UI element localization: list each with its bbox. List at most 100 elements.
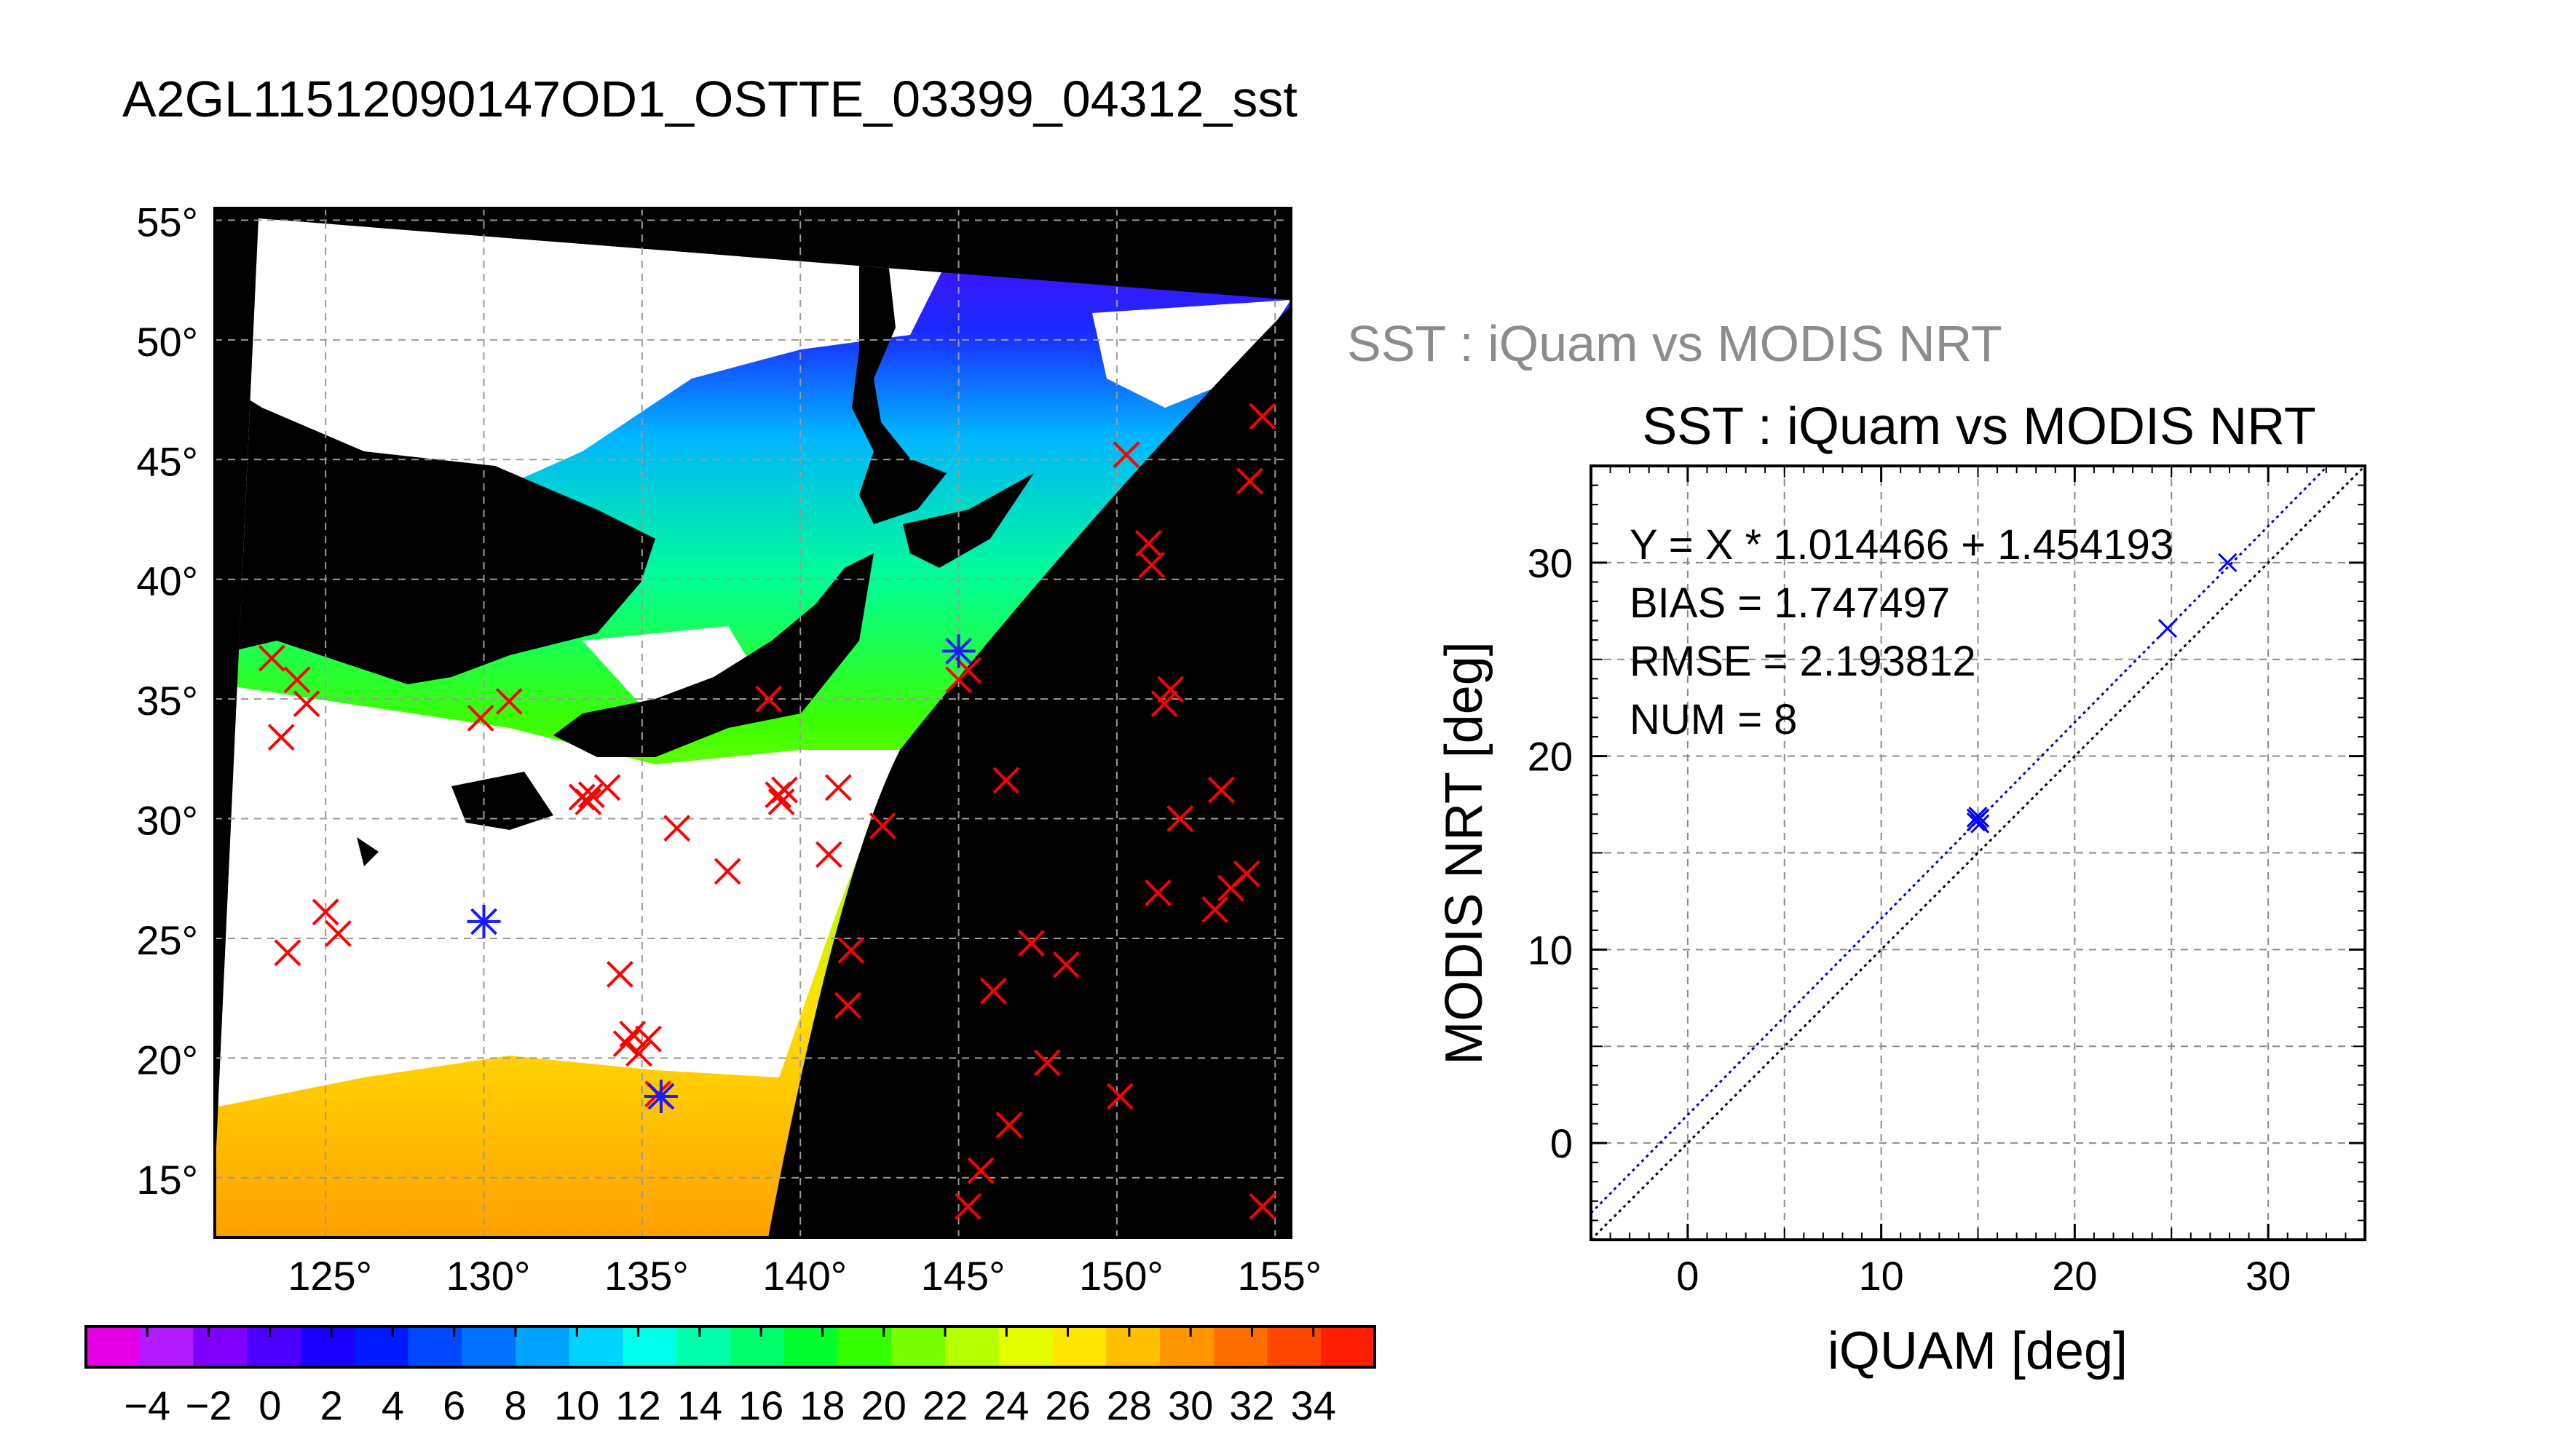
map-lat-tick-label: 55° bbox=[136, 199, 198, 245]
matchup-marker bbox=[577, 781, 605, 809]
colorbar-tick-label: −2 bbox=[186, 1382, 232, 1428]
colorbar-segment bbox=[1160, 1326, 1215, 1367]
matchup-marker bbox=[1033, 1049, 1061, 1077]
scatter-title: SST : iQuam vs MODIS NRT bbox=[1642, 397, 2316, 456]
colorbar-tick-label: 14 bbox=[677, 1382, 722, 1428]
scatter-x-axis-label: iQUAM [deg] bbox=[1828, 1322, 2128, 1380]
scatter-lines bbox=[1590, 464, 2366, 1241]
colorbar-tick-label: 0 bbox=[258, 1382, 281, 1428]
colorbar-segment bbox=[1106, 1326, 1161, 1367]
used-matchup-marker bbox=[644, 1079, 678, 1113]
matchup-marker bbox=[837, 936, 865, 964]
map-lat-tick-label: 20° bbox=[136, 1037, 198, 1083]
scatter-x-tick-label: 20 bbox=[2052, 1253, 2097, 1299]
scatter-x-tick-label: 0 bbox=[1676, 1253, 1699, 1299]
colorbar-segment bbox=[891, 1326, 946, 1367]
colorbar-segment bbox=[676, 1326, 731, 1367]
scatter-y-tick-label: 30 bbox=[1528, 540, 1573, 586]
colorbar-segment bbox=[945, 1326, 1000, 1367]
matchup-marker bbox=[771, 776, 798, 804]
colorbar-segment bbox=[783, 1326, 838, 1367]
matchup-marker bbox=[1113, 441, 1140, 469]
colorbar-segment bbox=[354, 1326, 408, 1367]
scatter-stat-annotation: Y = X * 1.014466 + 1.454193 bbox=[1630, 521, 2173, 569]
colorbar-tick-label: 2 bbox=[320, 1382, 343, 1428]
scatter-file-label: SST : iQuam vs MODIS NRT bbox=[1347, 315, 2002, 372]
matchup-marker bbox=[635, 1025, 662, 1053]
matchup-marker bbox=[293, 690, 320, 718]
map-lat-tick-label: 40° bbox=[136, 558, 198, 604]
used-matchup-marker bbox=[941, 634, 976, 668]
page-title: A2GL11512090147OD1_OSTTE_03399_04312_sst bbox=[122, 71, 1298, 127]
colorbar-tick-label: 12 bbox=[615, 1382, 660, 1428]
matchup-marker bbox=[955, 1192, 982, 1220]
matchup-marker bbox=[1201, 896, 1229, 923]
map-lat-tick-label: 50° bbox=[136, 319, 198, 365]
scatter-ticks: 0 10 20 30 0 10 20 30 bbox=[1528, 465, 2366, 1299]
matchup-marker bbox=[834, 992, 861, 1019]
map-grid bbox=[215, 208, 1291, 1238]
colorbar-segment bbox=[1213, 1326, 1268, 1367]
colorbar-segment bbox=[998, 1326, 1053, 1367]
matchup-marker bbox=[869, 812, 896, 839]
colorbar-tick-label: −4 bbox=[124, 1382, 170, 1428]
scatter-stat-annotation: NUM = 8 bbox=[1630, 696, 1797, 743]
matchup-marker bbox=[992, 767, 1020, 794]
map-markers bbox=[258, 403, 1276, 1220]
scatter-grid bbox=[1591, 466, 2365, 1240]
map-lon-tick-label: 135° bbox=[604, 1253, 689, 1299]
scatter-point bbox=[1970, 814, 1990, 834]
scatter-points bbox=[1966, 553, 2238, 834]
matchup-marker bbox=[755, 685, 783, 713]
colorbar-tick-label: 28 bbox=[1107, 1382, 1152, 1428]
matchup-marker bbox=[1249, 1192, 1276, 1220]
matchup-marker bbox=[267, 724, 295, 751]
colorbar-tick-label: 8 bbox=[504, 1382, 526, 1428]
matchup-marker bbox=[312, 898, 339, 926]
colorbar-tick-label: 16 bbox=[738, 1382, 783, 1428]
map-lon-tick-label: 155° bbox=[1237, 1253, 1322, 1299]
colorbar-tick-label: 26 bbox=[1045, 1382, 1090, 1428]
matchup-marker bbox=[824, 774, 852, 802]
regression-line bbox=[1590, 464, 2329, 1214]
scatter-x-tick-label: 10 bbox=[1858, 1253, 1903, 1299]
identity-line bbox=[1590, 464, 2366, 1241]
map-tick-labels: 55° 50° 45° 40° 35° 30° 25° 20° 15° 125° 130° 135° 1… bbox=[136, 199, 1322, 1299]
map-lon-tick-label: 140° bbox=[762, 1253, 847, 1299]
matchup-marker bbox=[663, 815, 691, 842]
matchup-marker bbox=[574, 788, 602, 815]
matchup-marker bbox=[1157, 676, 1185, 703]
scatter-stat-annotation: RMSE = 2.193812 bbox=[1630, 638, 1976, 685]
map-lat-tick-label: 45° bbox=[136, 438, 198, 484]
colorbar-segment bbox=[462, 1326, 516, 1367]
matchup-marker bbox=[1052, 951, 1080, 978]
matchup-marker bbox=[258, 644, 285, 672]
colorbar-segment bbox=[301, 1326, 355, 1367]
matchup-marker bbox=[1236, 467, 1263, 495]
colorbar-tick-label: 20 bbox=[861, 1382, 907, 1428]
colorbar-tick-label: 30 bbox=[1168, 1382, 1213, 1428]
colorbar-tick-label: 34 bbox=[1291, 1382, 1336, 1428]
map-lat-tick-label: 25° bbox=[136, 917, 198, 963]
colorbar-segment bbox=[569, 1326, 623, 1367]
colorbar bbox=[84, 1325, 1376, 1369]
scatter-y-tick-label: 10 bbox=[1528, 927, 1573, 973]
map-frame bbox=[213, 207, 1292, 1239]
colorbar-tick-labels: −4 −2 0 2 4 6 8 10 12 14 16 18 20 22 24 26 28 30 32 34 bbox=[124, 1382, 1336, 1428]
matchup-marker bbox=[1207, 776, 1235, 804]
matchup-marker bbox=[1166, 805, 1194, 832]
matchup-marker bbox=[283, 666, 311, 694]
scatter-y-tick-label: 0 bbox=[1550, 1120, 1573, 1166]
matchup-marker bbox=[967, 1157, 995, 1184]
colorbar-segment bbox=[247, 1326, 301, 1367]
colorbar-tick-label: 24 bbox=[984, 1382, 1029, 1428]
colorbar-tick-label: 22 bbox=[923, 1382, 968, 1428]
matchup-marker bbox=[325, 919, 352, 947]
map-lon-tick-label: 125° bbox=[288, 1253, 372, 1299]
matchup-marker bbox=[1233, 860, 1260, 887]
colorbar-segment bbox=[1321, 1326, 1375, 1367]
scatter-y-tick-label: 20 bbox=[1528, 734, 1573, 780]
scatter-point bbox=[2157, 619, 2177, 638]
